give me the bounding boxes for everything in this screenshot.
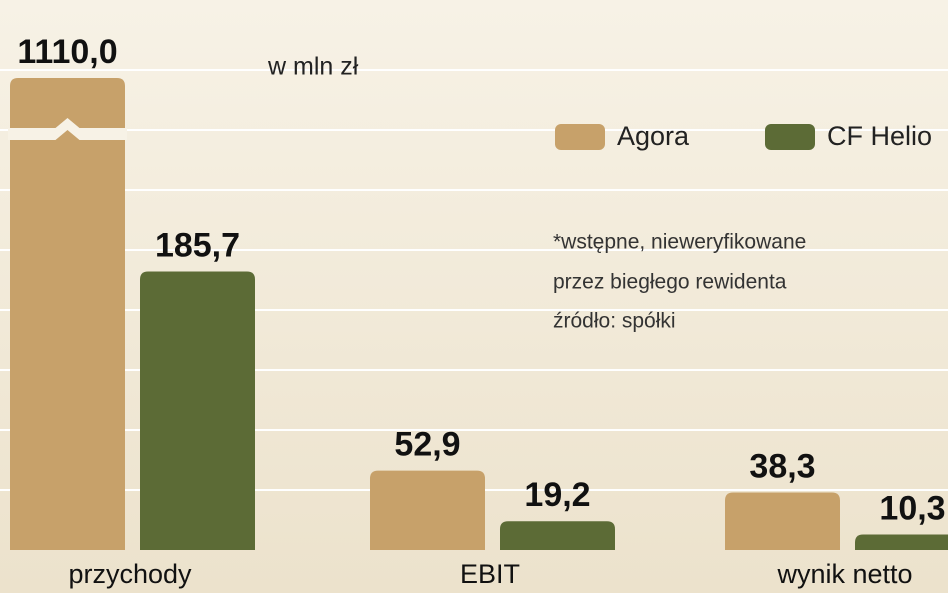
note: *wstępne, nieweryfikowane: [553, 231, 806, 254]
bar: [140, 271, 255, 550]
value-label: 185,7: [155, 226, 240, 264]
axis-break: [8, 118, 127, 140]
bar: [10, 78, 125, 550]
x-tick-label: wynik netto: [776, 559, 912, 589]
legend-swatch: [765, 124, 815, 150]
bar: [500, 521, 615, 550]
bar: [725, 492, 840, 550]
subtitle: w mln zł: [267, 53, 359, 81]
note: źródło: spółki: [553, 310, 676, 333]
note: przez biegłego rewidenta: [553, 271, 787, 294]
value-label: 19,2: [524, 476, 590, 514]
value-label: 52,9: [394, 426, 460, 464]
bar: [855, 534, 948, 550]
x-tick-label: przychody: [68, 559, 192, 589]
legend-label: Agora: [617, 121, 690, 151]
value-label: 1110,0: [17, 33, 117, 71]
legend-swatch: [555, 124, 605, 150]
value-label: 38,3: [749, 448, 815, 486]
x-tick-label: EBIT: [460, 559, 520, 589]
legend-label: CF Helio: [827, 121, 932, 151]
bar: [370, 470, 485, 550]
value-label: 10,3: [879, 490, 945, 528]
